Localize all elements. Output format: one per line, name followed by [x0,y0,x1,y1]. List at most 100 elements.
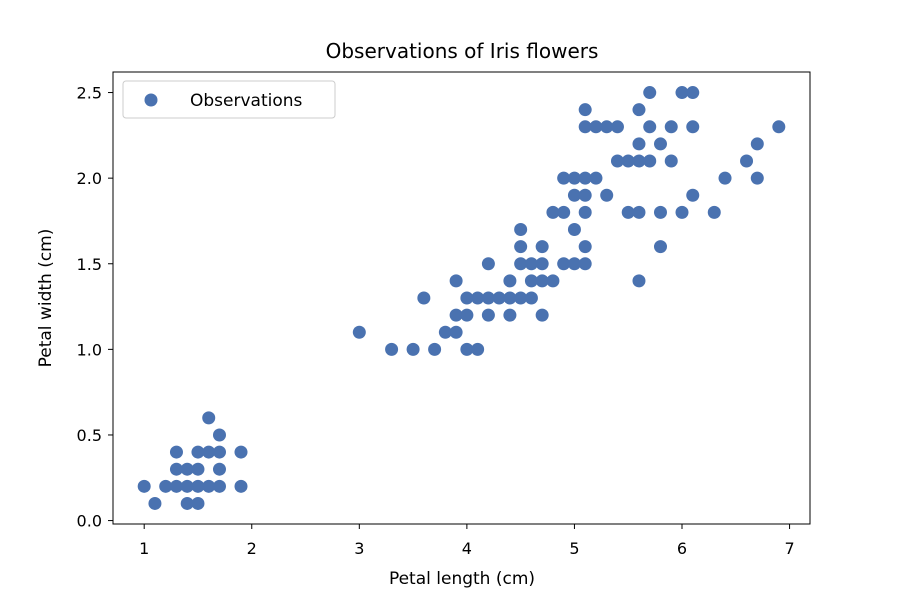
data-point [191,445,205,459]
data-point [686,86,700,100]
data-point [750,137,764,151]
data-points [137,86,786,510]
data-point [750,171,764,185]
data-point [471,291,485,305]
data-point [514,240,528,254]
data-point [621,154,635,168]
data-point [653,240,667,254]
data-point [578,120,592,134]
data-point [417,291,431,305]
data-point [557,205,571,219]
data-point [202,445,216,459]
data-point [632,103,646,117]
data-point [578,205,592,219]
y-tick-label: 1.0 [77,340,102,359]
data-point [524,257,538,271]
x-tick-label: 4 [462,539,472,558]
data-point [707,205,721,219]
data-point [212,428,226,442]
data-point [578,240,592,254]
data-point [567,188,581,202]
data-point [610,120,624,134]
y-tick-label: 2.0 [77,169,102,188]
data-point [514,223,528,237]
data-point [578,188,592,202]
data-point [514,257,528,271]
data-point [600,188,614,202]
x-tick-label: 6 [677,539,687,558]
data-point [535,274,549,288]
data-point [686,120,700,134]
data-point [589,120,603,134]
data-point [481,291,495,305]
legend: Observations [122,80,336,119]
data-point [514,291,528,305]
data-point [449,325,463,339]
data-point [610,154,624,168]
data-point [578,257,592,271]
data-point [718,171,732,185]
data-point [567,257,581,271]
data-point [535,257,549,271]
data-point [428,342,442,356]
data-point [772,120,786,134]
data-point [578,171,592,185]
data-point [675,86,689,100]
x-axis-label: Petal length (cm) [389,569,535,589]
data-point [557,257,571,271]
data-point [632,154,646,168]
data-point [632,274,646,288]
data-point [481,308,495,322]
data-point [180,496,194,510]
data-point [180,462,194,476]
data-point [449,308,463,322]
data-point [524,291,538,305]
data-point [169,462,183,476]
data-point [643,120,657,134]
data-point [503,308,517,322]
plot-frame [112,71,811,525]
data-point [686,188,700,202]
x-tick-label: 7 [784,539,794,558]
y-tick-label: 0.0 [77,512,102,531]
data-point [169,445,183,459]
data-point [589,171,603,185]
data-point [202,411,216,425]
legend-box [122,80,336,119]
x-tick-label: 5 [569,539,579,558]
data-point [632,137,646,151]
data-point [643,154,657,168]
x-tick-label: 3 [354,539,364,558]
data-point [664,154,678,168]
data-point [406,342,420,356]
data-point [471,342,485,356]
data-point [567,171,581,185]
data-point [191,496,205,510]
data-point [460,342,474,356]
data-point [212,479,226,493]
legend-marker [144,93,158,107]
data-point [632,205,646,219]
x-axis-ticks: 1 2 3 4 5 6 7 [139,524,795,558]
data-point [740,154,754,168]
data-point [460,308,474,322]
data-point [234,445,248,459]
data-point [546,205,560,219]
data-point [546,274,560,288]
chart-title: Observations of Iris flowers [326,39,599,63]
data-point [212,445,226,459]
data-point [449,274,463,288]
data-point [524,274,538,288]
data-point [148,496,162,510]
y-tick-label: 2.5 [77,84,102,103]
y-tick-label: 1.5 [77,255,102,274]
data-point [492,291,506,305]
data-point [535,308,549,322]
data-point [481,257,495,271]
data-point [567,223,581,237]
data-point [503,291,517,305]
y-tick-label: 0.5 [77,426,102,445]
data-point [385,342,399,356]
data-point [191,479,205,493]
